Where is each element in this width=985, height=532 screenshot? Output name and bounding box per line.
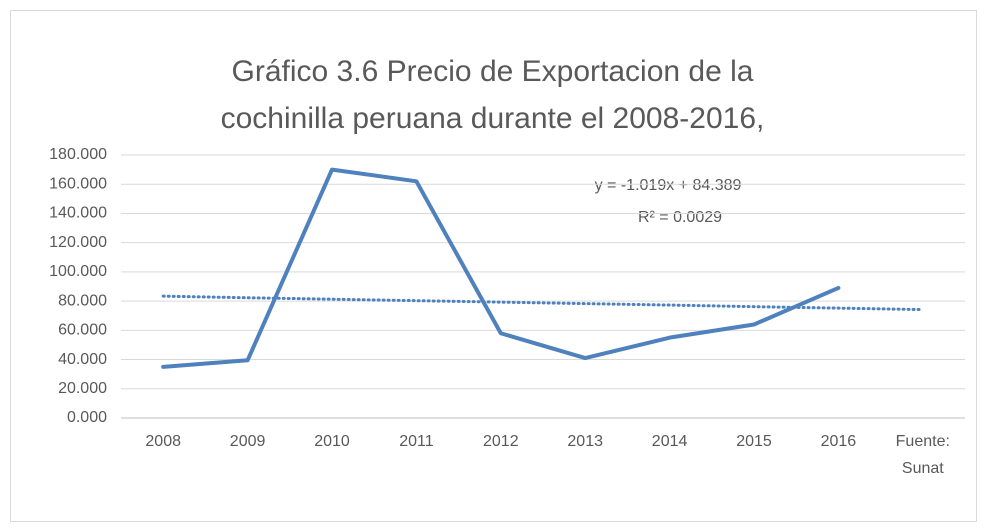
x-label-box: 2012 [483,433,519,450]
x-label-box: 2010 [314,433,350,450]
x-label-box: Fuente: Sunat [895,433,950,477]
x-label-box: 2016 [820,433,857,450]
chart-border [10,10,977,522]
trend-r-squared: R² = 0.0029 [638,209,722,226]
y-tick-label: 60.000 [58,322,107,339]
x-tick-label: 2009 [229,433,266,450]
x-tick-label: 2011 [399,433,434,450]
x-label-box: 2013 [567,433,603,450]
x-tick-label: 2012 [483,433,519,450]
x-tick-label: 2016 [820,433,857,450]
y-tick-label: 80.000 [58,292,107,309]
y-tick-label: 120.000 [49,234,107,251]
title-box: Gráfico 3.6 Precio de Exportacion de la … [220,55,765,135]
y-tick-label: 160.000 [49,175,107,192]
y-tick-label: 180.000 [49,146,107,163]
y-tick-label: 0.000 [67,409,107,426]
y-tick-label: 20.000 [58,380,107,397]
x-label-box: 2009 [229,433,266,450]
y-tick-label: 100.000 [49,263,107,280]
data-line [161,167,841,369]
x-tick-label: 2010 [314,433,350,450]
trend-equation: y = -1.019x + 84.389 [595,177,742,194]
x-tick-label: 2013 [567,433,603,450]
x-label-box: 2015 [736,433,772,450]
x-tick-label: Fuente: Sunat [895,433,950,477]
x-label-box: 2014 [651,433,688,450]
trend-line [161,294,925,312]
x-label-box: 2008 [145,433,181,450]
x-tick-label: 2008 [145,433,181,450]
x-label-box: 2011 [399,433,434,450]
x-tick-label: 2015 [736,433,772,450]
y-tick-label: 40.000 [58,351,107,368]
y-tick-label: 140.000 [49,205,107,222]
x-tick-label: 2014 [651,433,688,450]
chart-title: Gráfico 3.6 Precio de Exportacion de la … [220,55,765,135]
